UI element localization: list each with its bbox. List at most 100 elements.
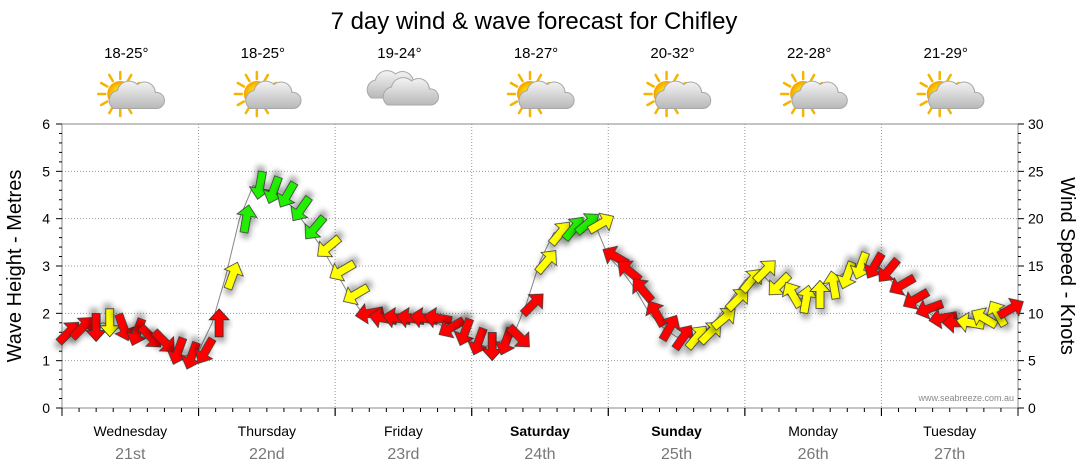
wind-arrow [955,311,986,334]
cloudy-icon [366,70,439,106]
sun-ray [263,73,270,83]
day-date-label: 23rd [387,446,419,463]
right-axis: 0 5 10 15 20 25 30 [1018,116,1044,416]
day-name-label: Monday [788,423,838,439]
sun-ray [919,81,928,88]
wind-arrow [467,326,488,356]
wind-arrow [632,278,656,304]
sun-ray [809,73,816,83]
temperature-label: 21-29° [924,45,968,62]
partly-cloudy-icon [916,70,985,118]
left-tick-label: 4 [42,211,50,227]
wind-arrow [519,293,544,318]
day-weather-3: 19-24° [366,45,439,106]
wind-arrow [915,299,945,320]
day-name-label: Thursday [238,423,296,439]
sun-ray [126,73,133,83]
left-tick-label: 6 [42,116,50,132]
sun-ray [646,81,655,88]
day-weather-4: 18-27° [506,45,575,118]
left-tick-label: 0 [42,400,50,416]
sun-ray [244,73,251,83]
left-tick-label: 2 [42,305,50,321]
day-weather-6: 22-28° [779,45,848,118]
day-date-label: 21st [115,446,146,463]
day-date-label: 27th [934,446,965,463]
sun-ray [517,73,524,83]
wind-arrow [710,308,736,331]
wind-arrow [809,279,831,309]
wind-arrow [342,283,371,306]
wind-arrow [996,297,1024,320]
day-weather-5: 20-32° [643,45,712,118]
cloud-shape [108,80,165,109]
wind-arrow [223,261,244,291]
right-axis-label: Wind Speed - Knots [1056,177,1078,355]
wind-arrow [290,194,313,222]
left-tick-label: 3 [42,258,50,274]
sun-ray [108,73,115,83]
day-date-label: 22nd [249,446,285,463]
right-tick-label: 30 [1028,116,1044,132]
wind-arrow [194,336,217,364]
sun-ray [782,81,792,88]
left-tick-label: 5 [42,163,50,179]
wind-arrow [752,260,776,284]
wind-arrow [329,259,357,282]
day-date-label: 26th [798,446,829,463]
wind-arrow [453,317,475,347]
sun-ray [927,73,934,83]
wind-arrow [125,317,147,347]
sun-ray [236,100,246,107]
day-name-label: Tuesday [923,423,976,439]
cloud-shape [518,80,575,109]
day-date-label: 25th [661,446,692,463]
sun-ray [790,73,797,83]
cloud-shape [245,80,302,109]
wind-arrow [354,303,385,325]
wind-arrow [645,300,668,328]
right-tick-label: 25 [1028,163,1044,179]
day-weather-1: 18-25° [97,45,165,118]
wind-arrow [902,288,931,310]
day-name-label: Wednesday [93,423,167,439]
sun-ray [646,100,655,107]
wind-arrow [724,288,749,313]
sun-ray [236,81,246,88]
day-name-label: Friday [384,423,423,439]
partly-cloudy-icon [233,70,302,118]
partly-cloudy-icon [643,70,712,118]
right-tick-label: 15 [1028,258,1044,274]
right-tick-label: 10 [1028,305,1044,321]
sun-ray [919,100,928,107]
weather-row: 18-25° 18-25° 19-24° 18-27° 20-32° 22-28° 21-2… [97,45,985,118]
day-name-label: Sunday [651,423,702,439]
partly-cloudy-icon [97,70,165,118]
sun-ray [654,73,661,83]
sun-ray [509,100,519,107]
wind-arrows [55,170,1024,370]
temperature-label: 18-25° [104,45,148,62]
sun-ray [945,73,952,83]
wind-arrow [971,307,999,330]
temperature-label: 18-25° [241,45,285,62]
partly-cloudy-icon [506,70,575,118]
sun-ray [536,73,543,83]
wind-arrow [534,250,557,276]
sun-ray [509,81,519,88]
x-axis: Wednesday 21st Thursday 22nd Friday 23rd Satur… [61,408,1019,463]
chart-title: 7 day wind & wave forecast for Chifley [331,8,738,35]
temperature-label: 18-27° [514,45,558,62]
wind-arrow [304,214,328,240]
partly-cloudy-icon [779,70,848,118]
wind-arrow [151,328,175,353]
cloud-shape [928,80,985,109]
wind-arrow [586,212,615,235]
right-tick-label: 20 [1028,211,1044,227]
wind-arrow [276,180,299,208]
wind-arrow [236,204,258,234]
wind-arrow [928,307,958,330]
sun-ray [99,100,109,107]
left-axis-label: Wave Height - Metres [4,170,26,363]
